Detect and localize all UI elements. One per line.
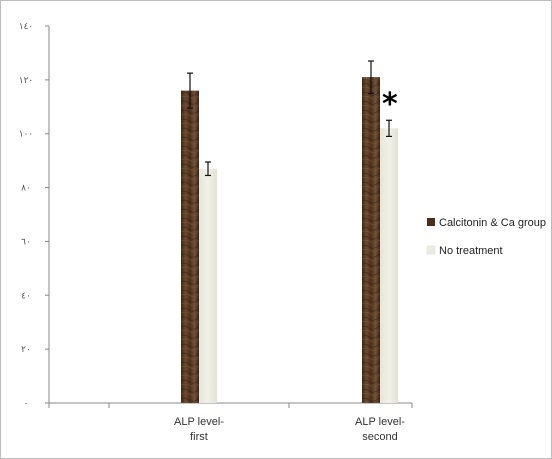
y-tick-label: ١٢٠ xyxy=(19,76,34,86)
x-category-label: first xyxy=(190,431,208,443)
legend-label: No treatment xyxy=(439,245,503,257)
bar-grain-overlay xyxy=(362,77,380,404)
y-tick-label: ٦٠ xyxy=(21,237,31,247)
legend-swatch-no-treatment xyxy=(426,245,436,255)
y-tick-label: ١٠٠ xyxy=(19,130,34,140)
legend-swatch-calcitonin-ca xyxy=(427,218,435,226)
x-category-label: ALP level- xyxy=(355,416,405,428)
y-tick-label: ١٤٠ xyxy=(19,22,34,32)
x-category-label: ALP level- xyxy=(174,416,224,428)
bar-no-treatment xyxy=(199,168,217,403)
x-category-label: second xyxy=(362,431,397,443)
significance-star: * xyxy=(382,87,398,122)
y-tick-label: ٢٠ xyxy=(21,345,31,355)
legend-label: Calcitonin & Ca group xyxy=(439,217,546,229)
bar-no-treatment xyxy=(380,128,398,404)
y-tick-label: ٤٠ xyxy=(21,291,31,301)
y-tick-label: ٠ xyxy=(24,399,29,409)
y-tick-label: ٨٠ xyxy=(21,184,31,194)
bar-grain-overlay xyxy=(181,90,199,403)
